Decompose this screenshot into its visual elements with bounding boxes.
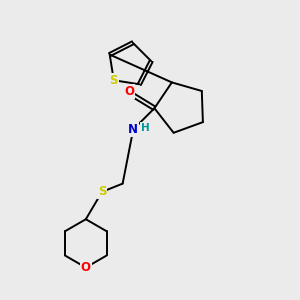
Text: S: S [110, 74, 118, 87]
Text: H: H [141, 123, 150, 133]
Text: O: O [124, 85, 134, 98]
Text: S: S [98, 185, 106, 198]
Text: N: N [128, 123, 138, 136]
Text: O: O [81, 261, 91, 274]
